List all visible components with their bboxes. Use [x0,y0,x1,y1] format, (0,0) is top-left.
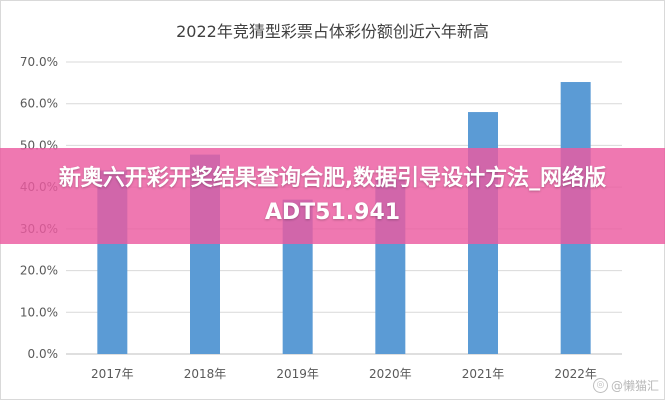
x-tick-label: 2020年 [369,367,412,381]
chart-title: 2022年竞猜型彩票占体彩份额创近六年新高 [176,22,489,41]
y-tick-label: 10.0% [20,305,58,319]
x-tick-label: 2017年 [91,367,134,381]
y-tick-label: 60.0% [20,97,58,111]
x-tick-label: 2019年 [276,367,319,381]
overlay-banner[interactable]: 新奥六开彩开奖结果查询合肥,数据引导设计方法_网络版ADT51.941 [0,148,665,244]
y-tick-label: 70.0% [20,55,58,69]
x-tick-label: 2021年 [462,367,505,381]
watermark-logo-icon: ◎ [592,378,608,393]
y-tick-label: 0.0% [28,347,59,361]
watermark-text: @懒猫汇 [610,379,659,393]
watermark: ◎ @懒猫汇 [592,377,659,394]
y-tick-label: 20.0% [20,264,58,278]
banner-headline[interactable]: 新奥六开彩开奖结果查询合肥,数据引导设计方法_网络版ADT51.941 [58,166,607,225]
x-tick-label: 2018年 [184,367,227,381]
x-tick-label: 2022年 [554,367,597,381]
